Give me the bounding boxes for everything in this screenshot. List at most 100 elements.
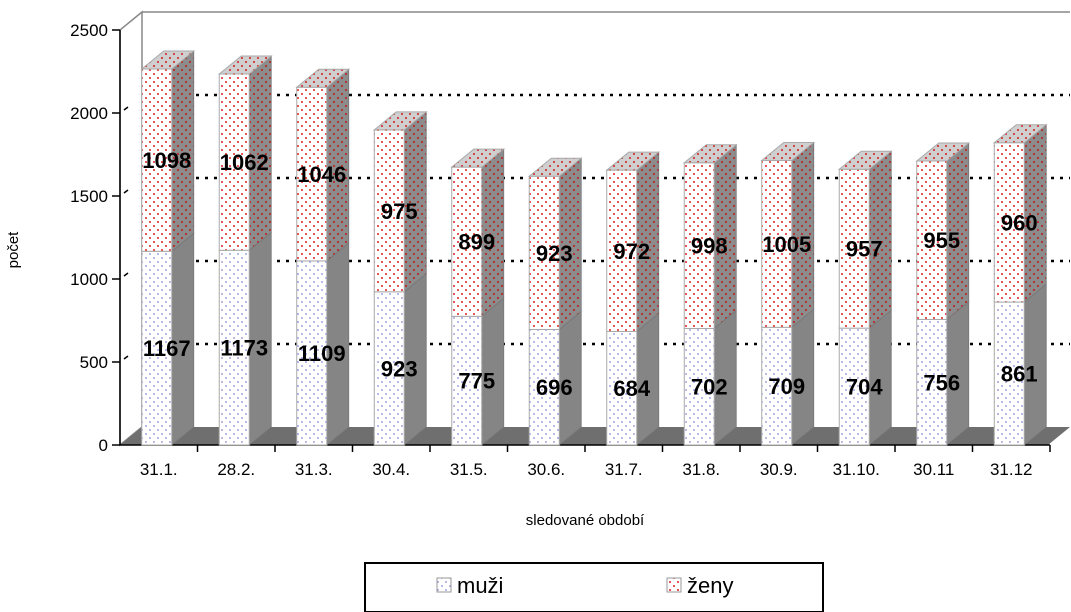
bar-group-3: [372, 111, 428, 446]
bar-zeny-10: [916, 160, 948, 321]
bar-top-11: [992, 124, 1048, 144]
bar-zeny-7: [683, 162, 715, 329]
bar-top-10: [915, 142, 971, 162]
label-zeny-7: 998: [691, 234, 728, 259]
label-zeny-9: 957: [846, 237, 883, 262]
x-tick-label-4: 31.5.: [450, 460, 488, 479]
bar-zeny-8: [761, 159, 793, 328]
bar-group-0: [140, 50, 196, 446]
x-tick-label-9: 31.10.: [833, 460, 880, 479]
y-axis-title: počet: [5, 231, 22, 269]
bar-top-6: [605, 151, 661, 171]
x-tick-label-1: 28.2.: [217, 460, 255, 479]
label-zeny-6: 972: [613, 239, 650, 264]
bar-muzi-1: [218, 249, 250, 446]
bar-muzi-3: [373, 291, 405, 446]
bar-group-11: [992, 123, 1048, 446]
label-muzi-9: 704: [846, 375, 883, 400]
label-muzi-6: 684: [613, 376, 650, 401]
legend: muži ženy: [364, 562, 824, 612]
bar-zeny-4: [451, 166, 483, 317]
label-muzi-8: 709: [768, 374, 805, 399]
y-tick-label-5: 2500: [70, 21, 108, 40]
legend-label-zeny: ženy: [687, 573, 733, 598]
y-tick-label-0: 0: [99, 436, 108, 455]
gridline-wall-mark-3: [123, 189, 129, 194]
label-muzi-10: 756: [923, 370, 960, 395]
x-tick-label-8: 30.9.: [760, 460, 798, 479]
bar-top-3: [372, 111, 428, 131]
bar-group-6: [605, 151, 661, 446]
label-muzi-4: 775: [458, 369, 495, 394]
label-muzi-0: 1167: [143, 336, 191, 361]
x-tick-label-5: 30.6.: [527, 460, 565, 479]
plot-floor: [120, 427, 1070, 445]
bar-muzi-7: [683, 327, 715, 446]
bar-zeny-11: [993, 142, 1025, 303]
bar-top-9: [837, 150, 893, 170]
bar-group-10: [915, 142, 971, 446]
bar-zeny-3: [373, 129, 405, 293]
bar-top-5: [527, 157, 583, 177]
bar-zeny-0: [141, 68, 173, 252]
legend-label-muzi: muži: [457, 573, 503, 598]
bar-group-5: [527, 157, 583, 446]
label-zeny-10: 955: [923, 228, 960, 253]
label-muzi-7: 702: [691, 375, 728, 400]
bar-muzi-8: [761, 326, 793, 446]
label-zeny-5: 923: [536, 241, 573, 266]
bar-group-9: [837, 150, 893, 446]
label-muzi-3: 923: [381, 356, 418, 381]
bar-muzi-0: [141, 250, 173, 446]
bar-group-8: [760, 141, 816, 446]
bar-group-2: [295, 68, 351, 446]
bar-zeny-9: [838, 168, 870, 329]
bar-muzi-11: [993, 301, 1025, 446]
label-muzi-1: 1173: [220, 336, 268, 361]
bar-group-1: [217, 55, 273, 446]
floor-plane: [120, 427, 1070, 445]
gridline-wall-mark-2: [123, 272, 129, 277]
y-axis: 0 500 1000 1500 2000 2500: [70, 21, 121, 455]
label-zeny-1: 1062: [220, 150, 269, 175]
bar-zeny-6: [606, 169, 638, 332]
bar-top-7: [682, 144, 738, 164]
label-muzi-5: 696: [536, 375, 573, 400]
y-tick-label-1: 500: [80, 353, 108, 372]
gridline-wall-mark-1: [123, 355, 129, 360]
label-zeny-11: 960: [1001, 210, 1038, 235]
label-zeny-2: 1046: [297, 162, 346, 187]
label-zeny-3: 975: [381, 199, 418, 224]
label-muzi-2: 1109: [298, 341, 346, 366]
x-tick-label-2: 31.3.: [295, 460, 333, 479]
y-tick-label-2: 1000: [70, 270, 108, 289]
label-muzi-11: 861: [1001, 362, 1038, 387]
bar-group-4: [450, 148, 506, 446]
bar-zeny-5: [528, 175, 560, 330]
bar-muzi-6: [606, 330, 638, 446]
side-wall: [119, 10, 143, 447]
bar-muzi-9: [838, 327, 870, 446]
bar-muzi-2: [296, 260, 328, 446]
bar-muzi-10: [916, 319, 948, 446]
x-tick-label-0: 31.1.: [140, 460, 178, 479]
x-axis-title: sledované období: [526, 512, 645, 529]
gridline-wall-mark-4: [123, 106, 129, 111]
bar-top-2: [295, 68, 351, 88]
legend-box: [364, 562, 824, 612]
x-tick-label-11: 31.12: [990, 460, 1033, 479]
bar-top-4: [450, 148, 506, 168]
x-tick-label-6: 31.7.: [605, 460, 643, 479]
bar-zeny-2: [296, 86, 328, 262]
label-zeny-4: 899: [458, 230, 495, 255]
bars: [140, 50, 1048, 446]
label-zeny-0: 1098: [142, 148, 191, 173]
bar-muzi-4: [451, 315, 483, 446]
x-axis: 31.1. 28.2. 31.3. 30.4. 31.5. 30.6. 31.7. 31.8.…: [120, 444, 1051, 479]
data-labels: 1167 1098 1173 1062 1109 1046 923 975 775 899 696 9…: [142, 148, 1037, 401]
bar-group-7: [682, 143, 738, 446]
legend-swatch-muzi: [436, 577, 452, 593]
x-tick-label-3: 30.4.: [372, 460, 410, 479]
x-tick-label-7: 31.8.: [682, 460, 720, 479]
